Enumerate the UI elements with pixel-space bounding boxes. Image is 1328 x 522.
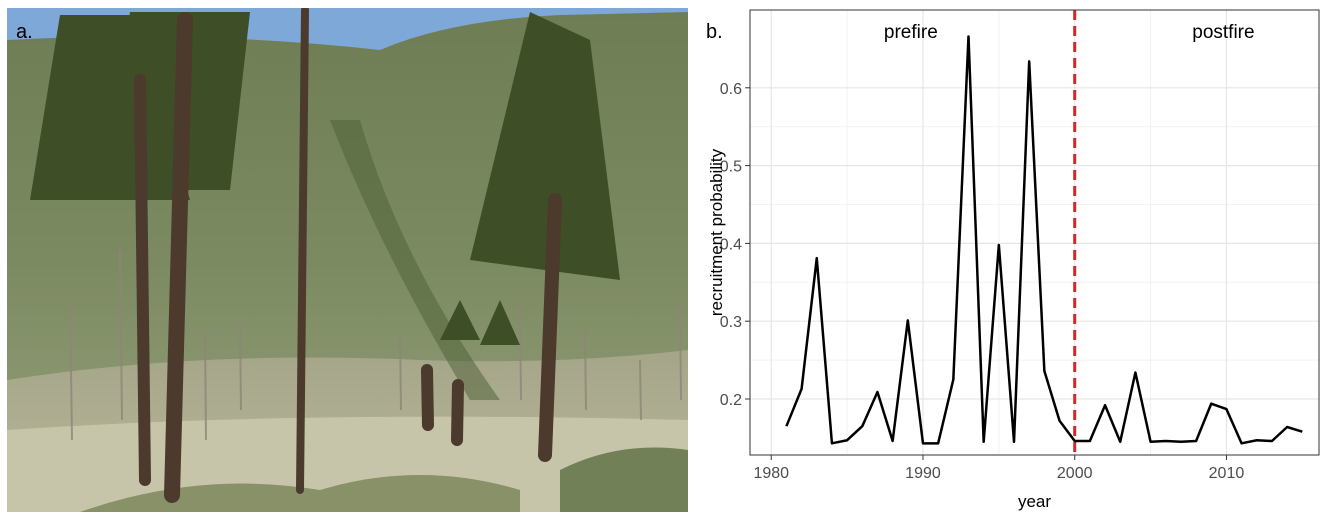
y-axis-title: recruitment probability [707, 148, 726, 316]
annotation: prefire [884, 22, 938, 43]
x-tick-label: 1990 [905, 465, 941, 482]
plot-border [749, 9, 1320, 456]
x-tick-label: 1980 [753, 465, 789, 482]
panel-label: a. [16, 21, 33, 43]
photo: a. [7, 8, 688, 512]
x-axis-title: year [1018, 492, 1051, 511]
annotation: postfire [1192, 22, 1254, 43]
y-tick-label: 0.6 [720, 81, 742, 98]
data-line [785, 35, 1303, 445]
panel-label: b. [706, 21, 723, 43]
x-tick-label: 2000 [1057, 465, 1093, 482]
plot-panel [750, 10, 1319, 455]
y-tick-label: 0.2 [720, 392, 742, 409]
y-tick-label: 0.5 [720, 159, 742, 176]
y-tick-label: 0.4 [720, 236, 742, 253]
y-tick-label: 0.3 [720, 314, 742, 331]
x-tick-label: 2010 [1209, 465, 1245, 482]
